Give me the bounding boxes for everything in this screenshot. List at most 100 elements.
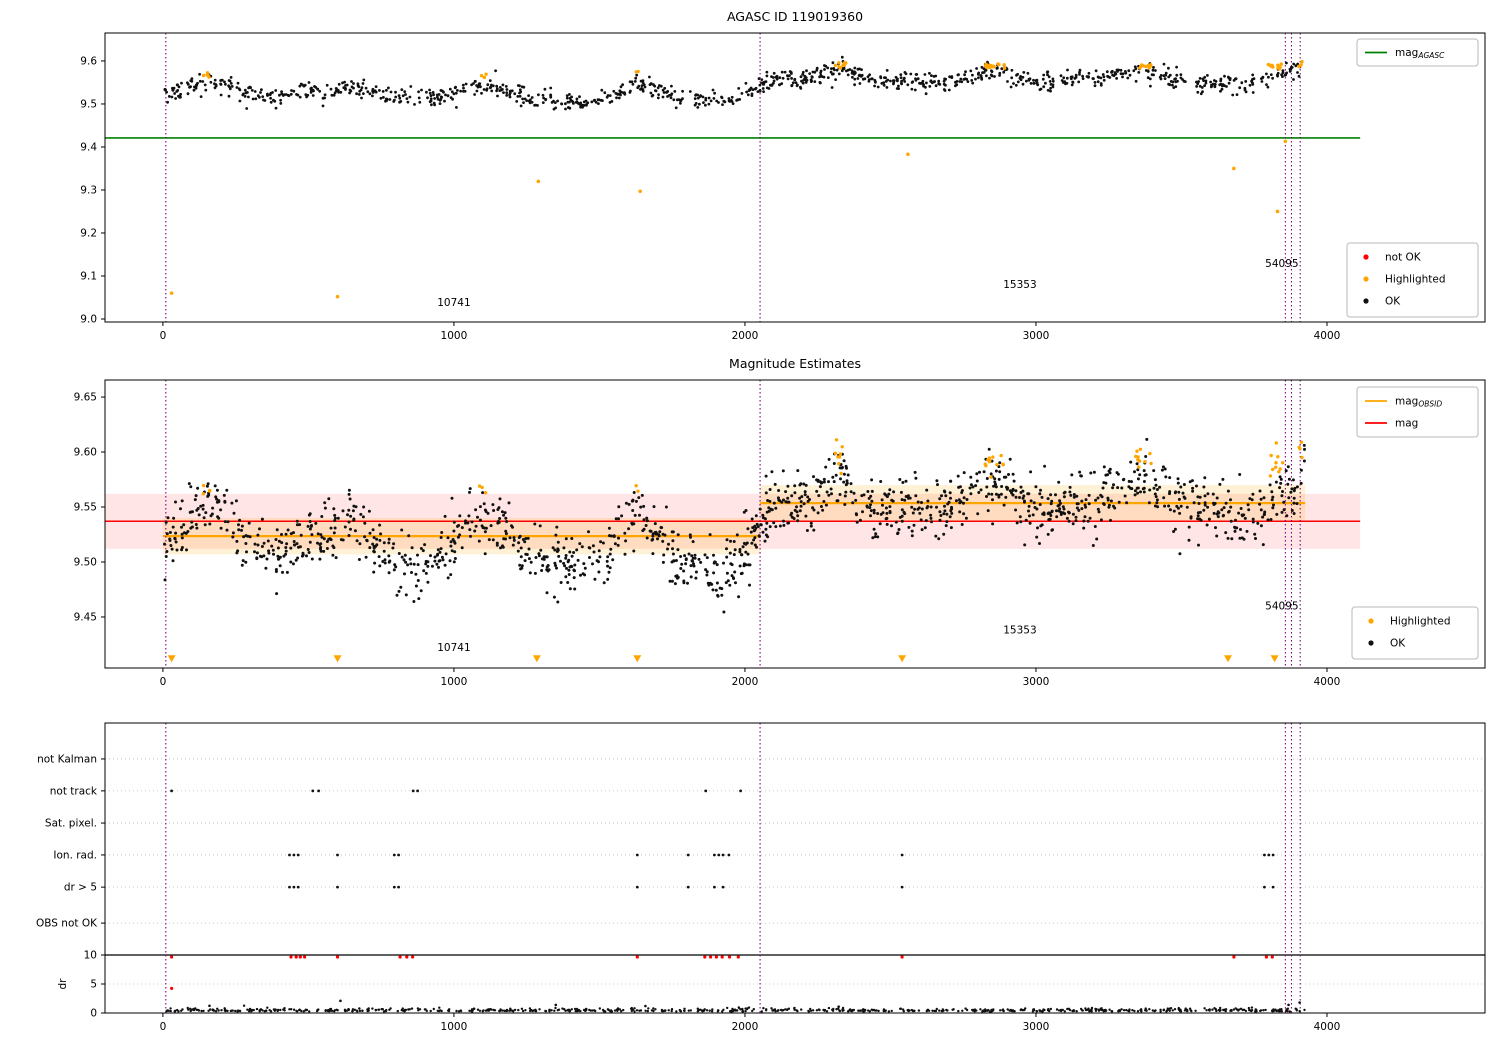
- highlighted-outlier: [906, 152, 910, 157]
- legend-label: Highlighted: [1385, 274, 1446, 286]
- chart-title: AGASC ID 119019360: [727, 9, 863, 24]
- clipped-low-marker: [898, 655, 907, 663]
- scatter-highlighted: [201, 483, 212, 496]
- axes-frame: [104, 32, 1486, 323]
- x-tick-label: 3000: [1023, 676, 1050, 688]
- scatter-highlighted: [201, 71, 211, 79]
- axes-frame: [104, 722, 1486, 1014]
- dr-clipped-points: [170, 955, 1274, 959]
- flag-point: [1287, 1003, 1290, 1007]
- scatter-highlighted: [1268, 441, 1285, 478]
- obsid-annotation: 15353: [1003, 279, 1036, 291]
- y-tick-label: 9.50: [74, 556, 97, 568]
- flag-point: [339, 999, 342, 1003]
- flag-point: [554, 1003, 558, 1007]
- scatter-highlighted: [1138, 62, 1153, 70]
- clipped-low-marker: [167, 655, 176, 663]
- scatter-highlighted: [479, 72, 488, 80]
- legend-box: [1356, 38, 1479, 67]
- legend-box: [1356, 386, 1479, 438]
- agasc-mag-plot: 0 1000 2000 3000 4000 9.0 9.1 9.2 9.3 9.4 9.5 9.6 10…: [80, 9, 1486, 342]
- legend-label: not OK: [1385, 252, 1422, 264]
- scatter-highlighted: [1134, 447, 1153, 469]
- scatter-ok: [163, 55, 1302, 111]
- magnitude-estimates-plot: 0 1000 2000 3000 4000 9.45 9.50 9.55 9.60 9.65 107…: [74, 356, 1486, 688]
- y-tick-label: 5: [90, 979, 97, 991]
- x-tick-label: 2000: [732, 1021, 759, 1033]
- legend-dot-marker: [1363, 298, 1369, 304]
- scatter-highlighted: [983, 62, 1007, 70]
- legend-label: OK: [1390, 638, 1406, 650]
- y-tick-label: 9.0: [80, 313, 97, 325]
- x-tick-label: 1000: [441, 1021, 468, 1033]
- clipped-low-marker: [633, 655, 642, 663]
- obsid-annotation: 10741: [437, 297, 470, 309]
- highlighted-outlier: [638, 189, 642, 194]
- quality-flags-plot: 0 1000 2000 3000 4000 not Kalman not track Sat.…: [36, 722, 1486, 1033]
- x-tick-label: 2000: [732, 676, 759, 688]
- obsid-annotation: 15353: [1003, 624, 1036, 636]
- clipped-low-marker: [1270, 655, 1279, 663]
- y-tick-label: 9.1: [80, 270, 97, 282]
- flag-point: [208, 1004, 211, 1008]
- legend-dot-marker: [1368, 640, 1374, 646]
- y-tick-label: 10: [84, 950, 97, 962]
- legend: magAGASC: [1356, 38, 1479, 67]
- legend-label: mag: [1395, 418, 1418, 430]
- dr-scatter: [165, 1004, 1306, 1013]
- y-tick-label: Ion. rad.: [53, 849, 97, 861]
- y-tick-label: 0: [90, 1008, 97, 1020]
- x-tick-label: 0: [160, 676, 167, 688]
- not-track-points: [170, 789, 742, 793]
- ion-rad-points: [288, 853, 1275, 857]
- scatter-highlighted: [1297, 440, 1304, 460]
- scatter-highlighted: [1266, 62, 1284, 71]
- scatter-highlighted: [1297, 60, 1304, 69]
- dr-gt5-points: [288, 885, 1275, 889]
- obsid-annotation: 54095: [1265, 258, 1298, 270]
- flag-point: [837, 1005, 840, 1008]
- y-tick-label: 9.65: [74, 392, 97, 404]
- legend: not OK Highlighted OK: [1346, 242, 1479, 318]
- x-tick-label: 0: [160, 1021, 167, 1033]
- legend-label: OK: [1385, 296, 1401, 308]
- highlighted-outlier: [1275, 209, 1280, 214]
- y-tick-label: 9.60: [74, 447, 97, 459]
- x-tick-label: 3000: [1023, 1021, 1050, 1033]
- scatter-highlighted: [833, 61, 848, 70]
- x-tick-label: 3000: [1023, 330, 1050, 342]
- legend-box: [1346, 242, 1479, 318]
- highlighted-outlier: [1283, 139, 1288, 144]
- y-tick-label: OBS not OK: [36, 918, 98, 930]
- y-tick-label: 9.3: [80, 184, 97, 196]
- axes-frame: [104, 379, 1486, 669]
- scatter-highlighted: [983, 453, 1005, 479]
- y-tick-label: 9.6: [80, 55, 97, 67]
- x-tick-label: 4000: [1314, 330, 1341, 342]
- scatter-highlighted: [634, 69, 640, 74]
- scatter-highlighted: [477, 484, 488, 495]
- y-tick-label: not track: [50, 785, 98, 797]
- flag-point: [644, 1004, 647, 1008]
- y-tick-label: 9.5: [80, 98, 97, 110]
- scatter-ok: [163, 437, 1306, 614]
- y-tick-label: 9.55: [74, 502, 97, 514]
- highlighted-outlier: [1232, 166, 1236, 171]
- x-tick-label: 1000: [441, 676, 468, 688]
- obsid-annotation: 54095: [1265, 600, 1298, 612]
- legend-dot-marker: [1363, 254, 1369, 260]
- legend-box: [1351, 606, 1479, 660]
- flag-point: [170, 986, 174, 990]
- clipped-low-marker: [532, 655, 541, 663]
- y-axis-label: dr: [57, 978, 69, 990]
- x-tick-label: 4000: [1314, 676, 1341, 688]
- x-tick-label: 2000: [732, 330, 759, 342]
- legend-label: Highlighted: [1390, 616, 1451, 628]
- obsid-annotation: 10741: [437, 642, 470, 654]
- clipped-low-marker: [1224, 655, 1233, 663]
- flag-point: [1298, 1001, 1301, 1004]
- y-tick-label: not Kalman: [37, 753, 97, 765]
- highlighted-outlier: [335, 294, 340, 299]
